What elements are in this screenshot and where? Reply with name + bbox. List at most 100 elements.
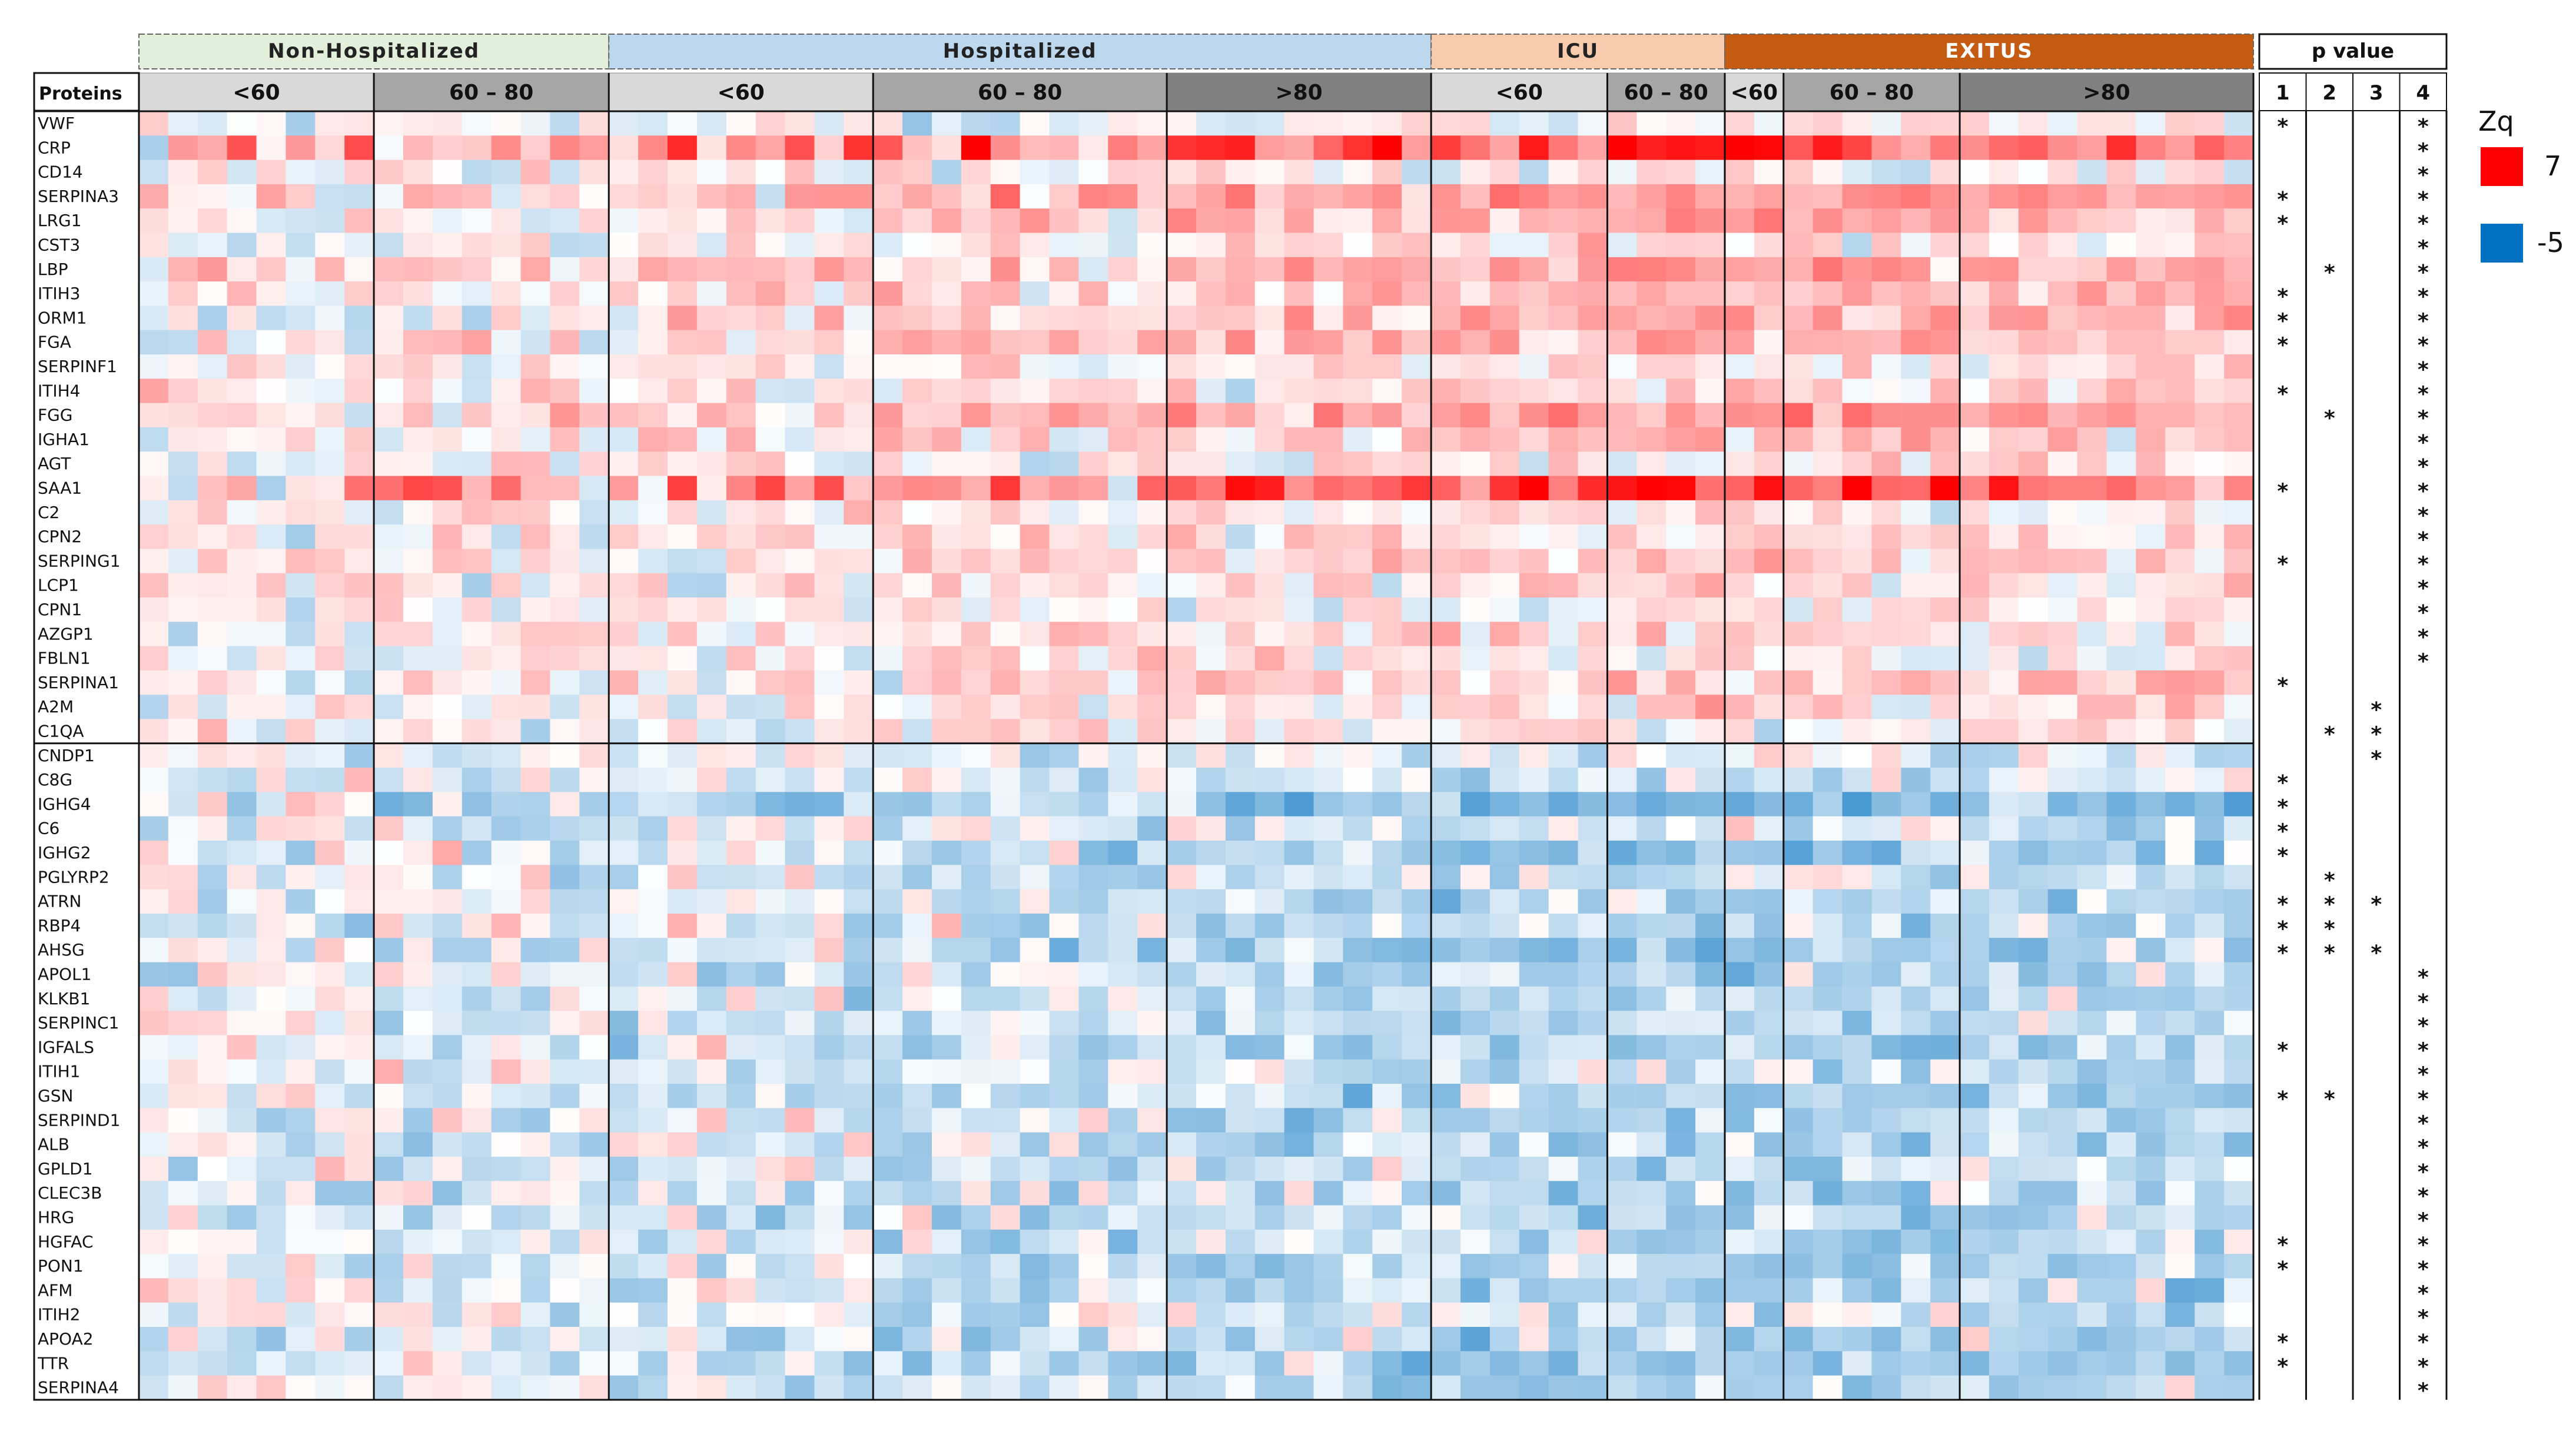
cell-LCP1-44 <box>1431 573 1461 598</box>
cell-SERPINA1-31 <box>1049 670 1080 695</box>
cell-A2M-8 <box>374 695 404 720</box>
cell-FGG-67 <box>2106 403 2137 428</box>
cell-ORM1-66 <box>2077 306 2107 331</box>
cell-IGFALS-54 <box>1725 1035 1755 1060</box>
cell-SERPINF1-10 <box>432 354 463 379</box>
cell-IGFALS-19 <box>696 1035 727 1060</box>
cell-PGLYRP2-27 <box>932 865 962 890</box>
cell-GSN-66 <box>2077 1084 2107 1108</box>
row-label-PGLYRP2: PGLYRP2 <box>38 867 109 887</box>
cell-SERPIND1-59 <box>1871 1108 1901 1133</box>
cell-AHSG-45 <box>1460 938 1491 963</box>
cell-ITIH3-18 <box>668 281 698 306</box>
row-label-PON1: PON1 <box>38 1256 84 1276</box>
cell-APOA2-61 <box>1930 1327 1960 1352</box>
cell-PON1-17 <box>638 1254 668 1279</box>
cell-CST3-60 <box>1901 233 1931 258</box>
cell-SERPINF1-27 <box>932 354 962 379</box>
cell-SERPIND1-33 <box>1108 1108 1138 1133</box>
cell-ORM1-48 <box>1548 306 1579 331</box>
cell-TTR-22 <box>785 1351 815 1376</box>
cell-LBP-48 <box>1548 257 1579 282</box>
cell-RBP4-62 <box>1960 913 1990 938</box>
cell-SERPINF1-20 <box>726 354 756 379</box>
cell-ITIH1-56 <box>1783 1059 1814 1084</box>
cell-CLEC3B-1 <box>168 1181 198 1206</box>
cell-ALB-63 <box>1989 1132 2019 1157</box>
cell-SERPIND1-37 <box>1225 1108 1256 1133</box>
cell-HRG-32 <box>1078 1205 1108 1230</box>
cell-SERPINF1-54 <box>1725 354 1755 379</box>
cell-AGT-37 <box>1225 452 1256 477</box>
cell-C2-21 <box>755 500 786 525</box>
cell-IGHG4-64 <box>2018 792 2049 817</box>
cell-CD14-28 <box>961 160 991 185</box>
cell-SERPINA3-44 <box>1431 184 1461 209</box>
cell-HGFAC-40 <box>1313 1229 1344 1254</box>
cell-AZGP1-14 <box>550 622 580 647</box>
cell-FGA-60 <box>1901 330 1931 355</box>
cell-ITIH3-42 <box>1372 281 1402 306</box>
p-mark-C1QA-3: * <box>2371 723 2382 747</box>
cell-CNDP1-1 <box>168 743 198 768</box>
cell-AGT-35 <box>1167 452 1197 477</box>
cell-SERPINC1-55 <box>1754 1011 1784 1035</box>
cell-LRG1-6 <box>315 208 345 234</box>
cell-ITIH4-70 <box>2195 379 2225 404</box>
cell-ALB-62 <box>1960 1132 1990 1157</box>
cell-CNDP1-4 <box>256 743 287 768</box>
cell-CPN1-3 <box>227 598 257 622</box>
cell-IGHG4-13 <box>520 792 551 817</box>
cell-C2-13 <box>520 500 551 525</box>
cell-VWF-48 <box>1548 111 1579 136</box>
cell-C6-21 <box>755 816 786 841</box>
cell-ORM1-37 <box>1225 306 1256 331</box>
cell-IGHG2-25 <box>873 841 903 865</box>
cell-SERPINC1-20 <box>726 1011 756 1035</box>
cell-FBLN1-23 <box>814 646 844 671</box>
cell-CNDP1-63 <box>1989 743 2019 768</box>
cell-APOL1-31 <box>1049 962 1080 987</box>
cell-HGFAC-8 <box>374 1229 404 1254</box>
cell-SERPIND1-34 <box>1137 1108 1167 1133</box>
cell-AGT-55 <box>1754 452 1784 477</box>
cell-FGG-25 <box>873 403 903 428</box>
cell-SERPINA3-42 <box>1372 184 1402 209</box>
cell-ITIH4-40 <box>1313 379 1344 404</box>
cell-C1QA-36 <box>1196 719 1226 744</box>
cell-CNDP1-20 <box>726 743 756 768</box>
cell-IGFALS-3 <box>227 1035 257 1060</box>
cell-SERPINA4-26 <box>902 1375 932 1400</box>
cell-SERPINC1-50 <box>1607 1011 1637 1035</box>
cell-LCP1-55 <box>1754 573 1784 598</box>
cell-AHSG-58 <box>1842 938 1873 963</box>
cell-AZGP1-1 <box>168 622 198 647</box>
cell-ALB-59 <box>1871 1132 1901 1157</box>
cell-FBLN1-63 <box>1989 646 2019 671</box>
cell-ITIH4-13 <box>520 379 551 404</box>
cell-PON1-16 <box>609 1254 639 1279</box>
cell-TTR-45 <box>1460 1351 1491 1376</box>
cell-CLEC3B-20 <box>726 1181 756 1206</box>
cell-CLEC3B-41 <box>1343 1181 1373 1206</box>
cell-SERPINA4-69 <box>2165 1375 2195 1400</box>
cell-IGHA1-1 <box>168 427 198 452</box>
cell-HGFAC-38 <box>1254 1229 1285 1254</box>
cell-LBP-39 <box>1284 257 1314 282</box>
cell-ITIH3-16 <box>609 281 639 306</box>
cell-C6-52 <box>1666 816 1696 841</box>
cell-AGT-22 <box>785 452 815 477</box>
cell-A2M-69 <box>2165 695 2195 720</box>
cell-SERPINA3-60 <box>1901 184 1931 209</box>
cell-ALB-44 <box>1431 1132 1461 1157</box>
cell-VWF-62 <box>1960 111 1990 136</box>
cell-AGT-19 <box>696 452 727 477</box>
cell-PGLYRP2-1 <box>168 865 198 890</box>
cell-SERPINA3-67 <box>2106 184 2137 209</box>
cell-SERPINA4-71 <box>2224 1375 2254 1400</box>
cell-SERPING1-19 <box>696 549 727 574</box>
cell-ORM1-64 <box>2018 306 2049 331</box>
cell-GPLD1-66 <box>2077 1156 2107 1181</box>
cell-ATRN-57 <box>1813 889 1843 914</box>
cell-ITIH3-49 <box>1578 281 1608 306</box>
